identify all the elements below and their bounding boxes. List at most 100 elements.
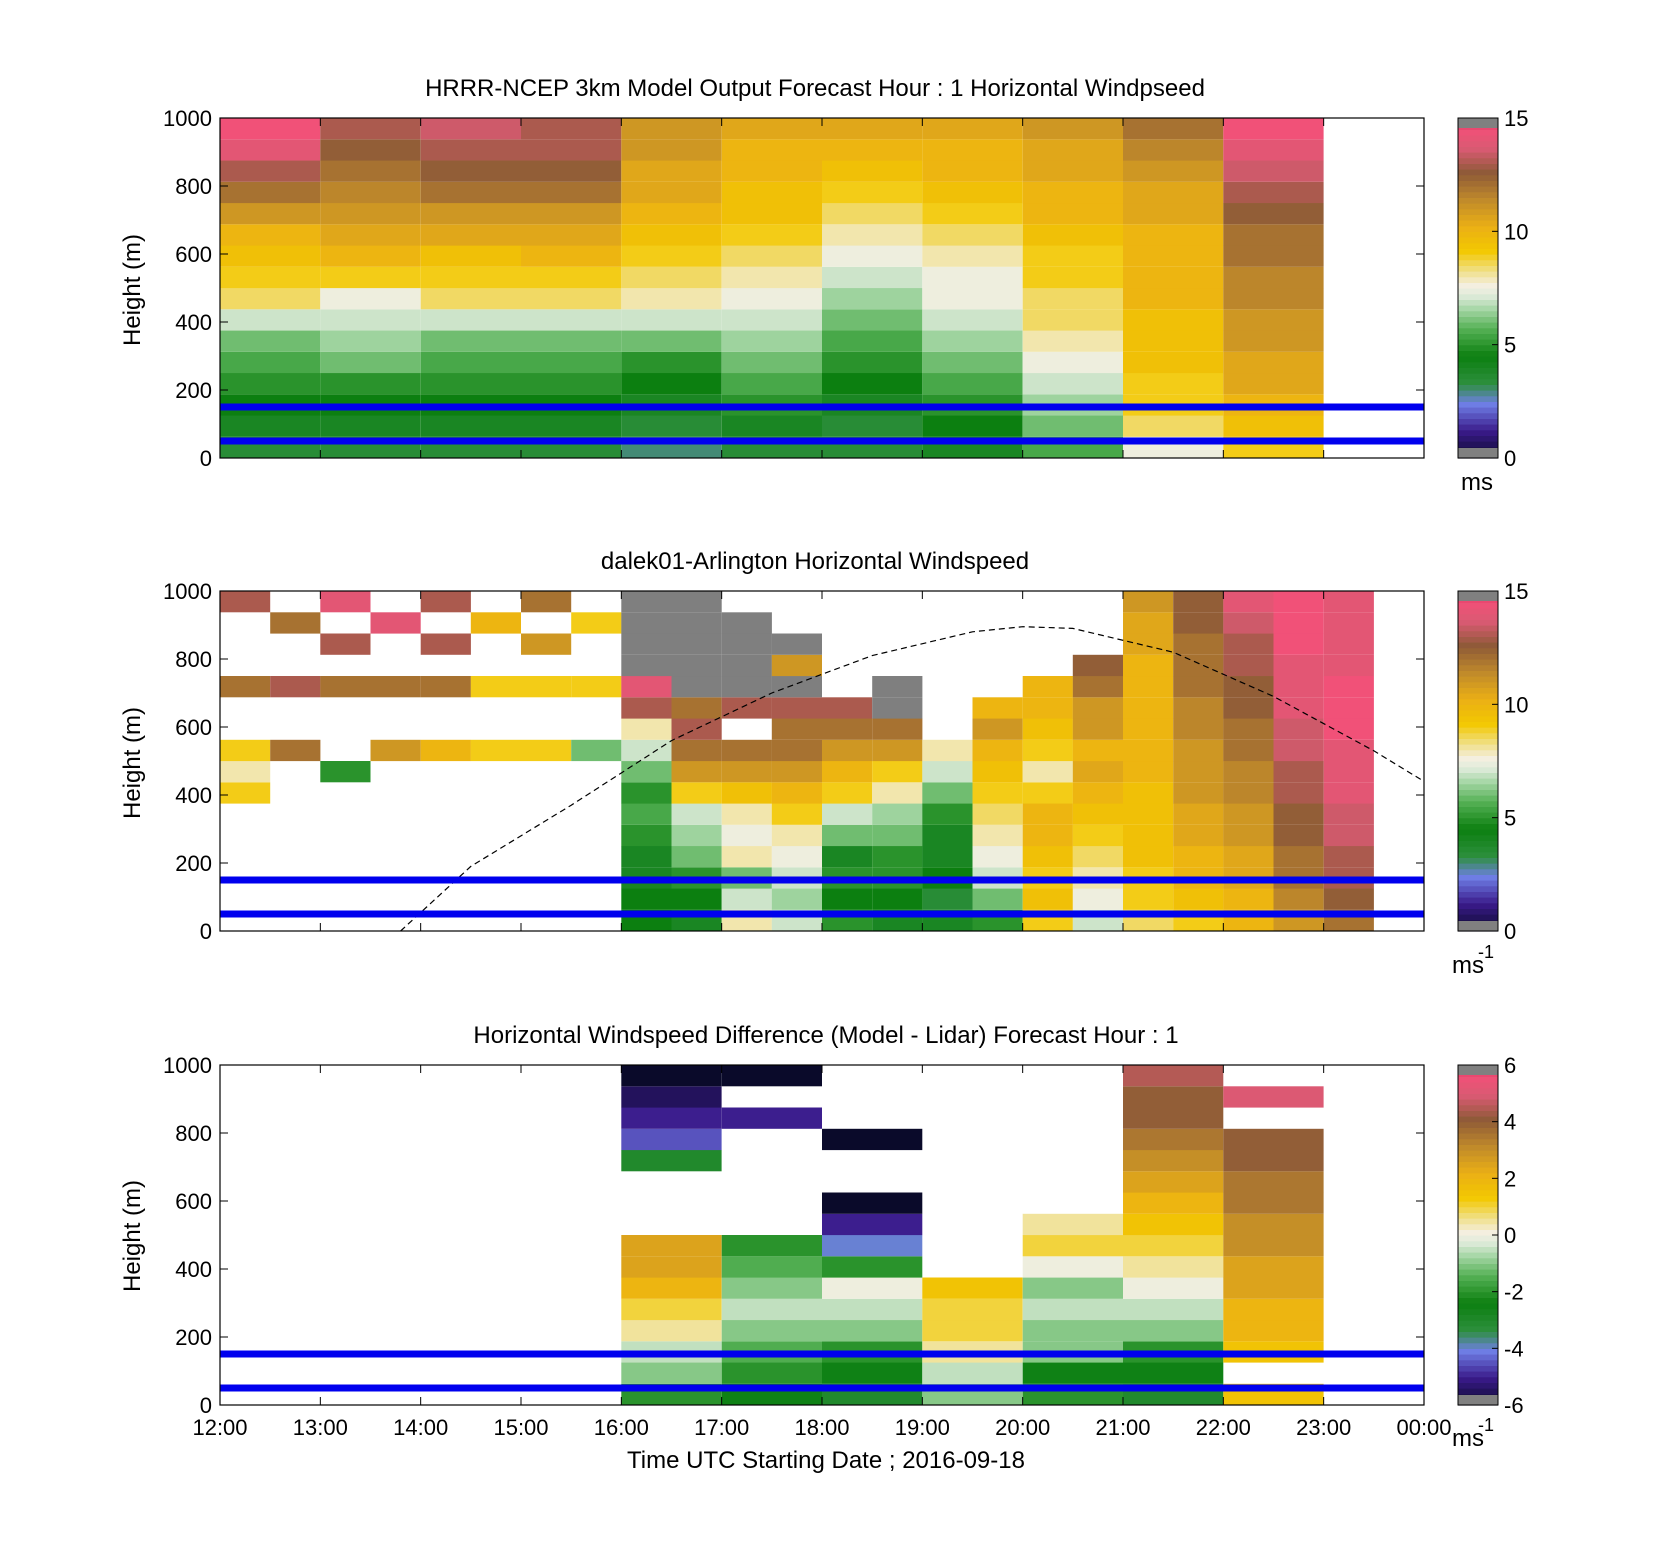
heatmap-cell (1273, 761, 1324, 783)
heatmap-cell (420, 160, 521, 182)
heatmap-cell (1223, 330, 1324, 352)
heatmap-cell (922, 266, 1023, 289)
heatmap-cell (721, 1277, 822, 1299)
heatmap-cell (1123, 1128, 1224, 1151)
heatmap-cell (1123, 888, 1174, 910)
heatmap-cell (872, 782, 923, 804)
colorbar-segment (1458, 231, 1498, 238)
heatmap-cell (822, 761, 873, 783)
colorbar-segment (1458, 1189, 1498, 1196)
colorbar-segment (1458, 693, 1498, 700)
colorbar-segment (1458, 908, 1498, 915)
heatmap-cell (220, 782, 271, 804)
colorbar-segment (1458, 1116, 1498, 1123)
heatmap-cell (621, 654, 672, 677)
heatmap-cell (721, 654, 772, 677)
panel-lidar-ylabel: Height (m) (119, 707, 146, 819)
colorbar-segment (1458, 1314, 1498, 1321)
colorbar-segment (1458, 356, 1498, 363)
heatmap-cell (320, 761, 371, 783)
colorbar-segment (1458, 1235, 1498, 1242)
heatmap-cell (1223, 633, 1274, 655)
colorbar-segment (1458, 186, 1498, 193)
colorbar-segment (1458, 1099, 1498, 1106)
colorbar-segment (1458, 1342, 1498, 1349)
heatmap-cell (1173, 654, 1224, 677)
heatmap-cell (822, 415, 923, 437)
y-tick-label: 400 (175, 310, 212, 335)
heatmap-cell (1022, 676, 1073, 698)
heatmap-cell (1173, 591, 1224, 613)
heatmap-cell (822, 846, 873, 868)
heatmap-cell (922, 1362, 1023, 1384)
heatmap-cell (1123, 203, 1224, 225)
colorbar-segment (1458, 642, 1498, 649)
heatmap-cell (822, 224, 923, 246)
heatmap-cell (1173, 718, 1224, 740)
colorbar-tick-label: -2 (1504, 1280, 1524, 1305)
colorbar-segment (1458, 322, 1498, 329)
heatmap-cell (1072, 846, 1123, 868)
heatmap-cell (571, 612, 622, 634)
colorbar-segment (1458, 1087, 1498, 1094)
x-tick-label: 13:00 (293, 1415, 348, 1440)
colorbar-segment (1458, 1291, 1498, 1298)
colorbar-segment (1458, 1178, 1498, 1185)
colorbar-segment (1458, 429, 1498, 436)
colorbar-tick-label: -6 (1504, 1393, 1524, 1418)
colorbar-segment (1458, 1172, 1498, 1179)
colorbar-segment (1458, 197, 1498, 204)
heatmap-cell (1123, 266, 1224, 289)
heatmap-cell (521, 245, 622, 267)
colorbar-segment (1458, 636, 1498, 643)
heatmap-cell (370, 612, 421, 634)
heatmap-cell (1123, 1277, 1224, 1299)
x-tick-label: 19:00 (895, 1415, 950, 1440)
colorbar-segment (1458, 687, 1498, 694)
heatmap-cell (370, 676, 421, 698)
panel-model-colorbar: 0 5 10 15 (1457, 106, 1528, 471)
heatmap-cell (1323, 739, 1374, 762)
heatmap-cell (621, 1320, 722, 1342)
colorbar-segment (1458, 868, 1498, 875)
heatmap-cell (1123, 139, 1224, 161)
heatmap-cell (1022, 1298, 1123, 1321)
colorbar-segment (1458, 1121, 1498, 1128)
heatmap-cell (721, 824, 772, 847)
panel-model-yticks: 0 200 400 600 800 1000 (163, 106, 1424, 471)
heatmap-cell (521, 118, 622, 140)
heatmap-cell (1123, 1362, 1224, 1384)
colorbar-segment (1458, 738, 1498, 745)
colorbar-segment (1458, 373, 1498, 380)
panel-model-title: HRRR-NCEP 3km Model Output Forecast Hour… (425, 75, 1205, 102)
heatmap-cell (671, 803, 722, 825)
y-tick-label: 600 (175, 1189, 212, 1214)
heatmap-cell (1022, 1277, 1123, 1299)
panel-lidar-colorbar-unit-sup: -1 (1478, 942, 1494, 962)
heatmap-cell (872, 739, 923, 762)
colorbar-tick-label: 5 (1504, 333, 1516, 358)
y-tick-label: 600 (175, 715, 212, 740)
colorbar-segment (1458, 613, 1498, 620)
heatmap-cell (822, 1320, 923, 1342)
colorbar-tick-label: -4 (1504, 1336, 1524, 1361)
heatmap-cell (470, 739, 521, 762)
colorbar-segment (1458, 135, 1498, 142)
colorbar-segment (1458, 378, 1498, 385)
heatmap-cell (972, 761, 1023, 783)
heatmap-cell (1173, 782, 1224, 804)
heatmap-cell (1072, 761, 1123, 783)
heatmap-cell (1323, 846, 1374, 868)
heatmap-cell (1273, 782, 1324, 804)
colorbar-segment (1458, 829, 1498, 836)
heatmap-cell (1273, 654, 1324, 677)
colorbar-segment (1458, 749, 1498, 756)
heatmap-cell (721, 1065, 822, 1087)
heatmap-cell (521, 160, 622, 182)
heatmap-cell (1123, 330, 1224, 352)
colorbar-segment (1458, 271, 1498, 278)
colorbar-segment (1458, 659, 1498, 666)
heatmap-cell (822, 139, 923, 161)
heatmap-cell (721, 415, 822, 437)
heatmap-cell (771, 654, 822, 677)
